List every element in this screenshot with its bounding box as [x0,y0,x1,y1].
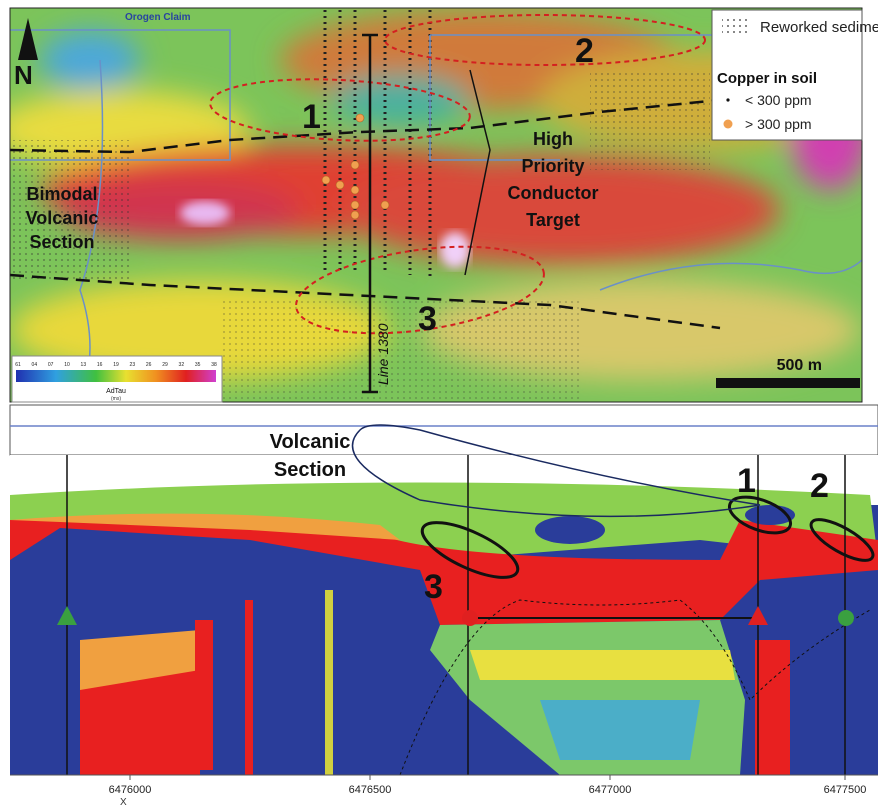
colorbar: 61 04 07 10 13 16 19 23 26 29 32 35 38 AdTau (ms) [11,355,223,403]
colorbar-unit: (ms) [111,396,121,402]
svg-text:N: N [14,60,33,90]
label-line: High [533,129,573,149]
label-line: Conductor [508,183,599,203]
target-label: 3 [418,300,437,338]
colorbar-tick: 38 [211,362,217,368]
legend-title: Copper in soil [717,70,817,87]
line-label: Line 1380 [375,323,391,385]
x-tick-label: 6476500 [349,784,392,796]
label-line: Target [526,210,580,230]
volcanic-label: Volcanic Section [270,431,351,481]
target-label: 2 [575,32,594,70]
scale-bar: 500 m [716,357,860,388]
target-label: 2 [810,467,829,505]
scale-label: 500 m [777,357,822,374]
x-tick-label: 6477000 [589,784,632,796]
colorbar-tick: 04 [32,362,38,368]
label-line: Bimodal [26,184,97,204]
target-label: 3 [424,568,443,606]
label-line: Volcanic [270,431,351,453]
label-line: Section [274,459,346,481]
section-plot [10,455,878,775]
colorbar-tick: 13 [81,362,87,368]
colorbar-tick: 61 [15,362,21,368]
colorbar-tick: 07 [48,362,54,368]
legend-label: Reworked sediments [760,19,878,36]
colorbar-tick: 16 [97,362,103,368]
section-label: Bimodal Volcanic Section [26,184,99,252]
colorbar-tick: 35 [195,362,201,368]
north-arrow: N [14,18,38,90]
legend-label: > 300 ppm [745,116,812,132]
colorbar-tick: 19 [113,362,119,368]
label-line: Priority [521,156,584,176]
colorbar-tick: 32 [179,362,185,368]
label-line: Volcanic [26,208,99,228]
colorbar-tick: 26 [146,362,152,368]
target-label: 1 [302,98,321,136]
colorbar-tick: 23 [130,362,136,368]
claim-label: Orogen Claim [125,12,191,23]
target-label: 1 [737,462,756,500]
x-axis: 6476000 6476500 6477000 6477500 [109,775,867,796]
colorbar-tick: 29 [162,362,168,368]
colorbar-title: AdTau [106,388,126,395]
legend-label: < 300 ppm [745,92,812,108]
x-tick-label: 6476000 [109,784,152,796]
legend: Reworked sediments Copper in soil < 300 … [711,9,878,141]
x-axis-title: X [120,797,127,805]
label-line: Section [29,232,94,252]
conductor-label: High Priority Conductor Target [508,129,599,230]
colorbar-tick: 10 [64,362,70,368]
x-tick-label: 6477500 [824,784,867,796]
